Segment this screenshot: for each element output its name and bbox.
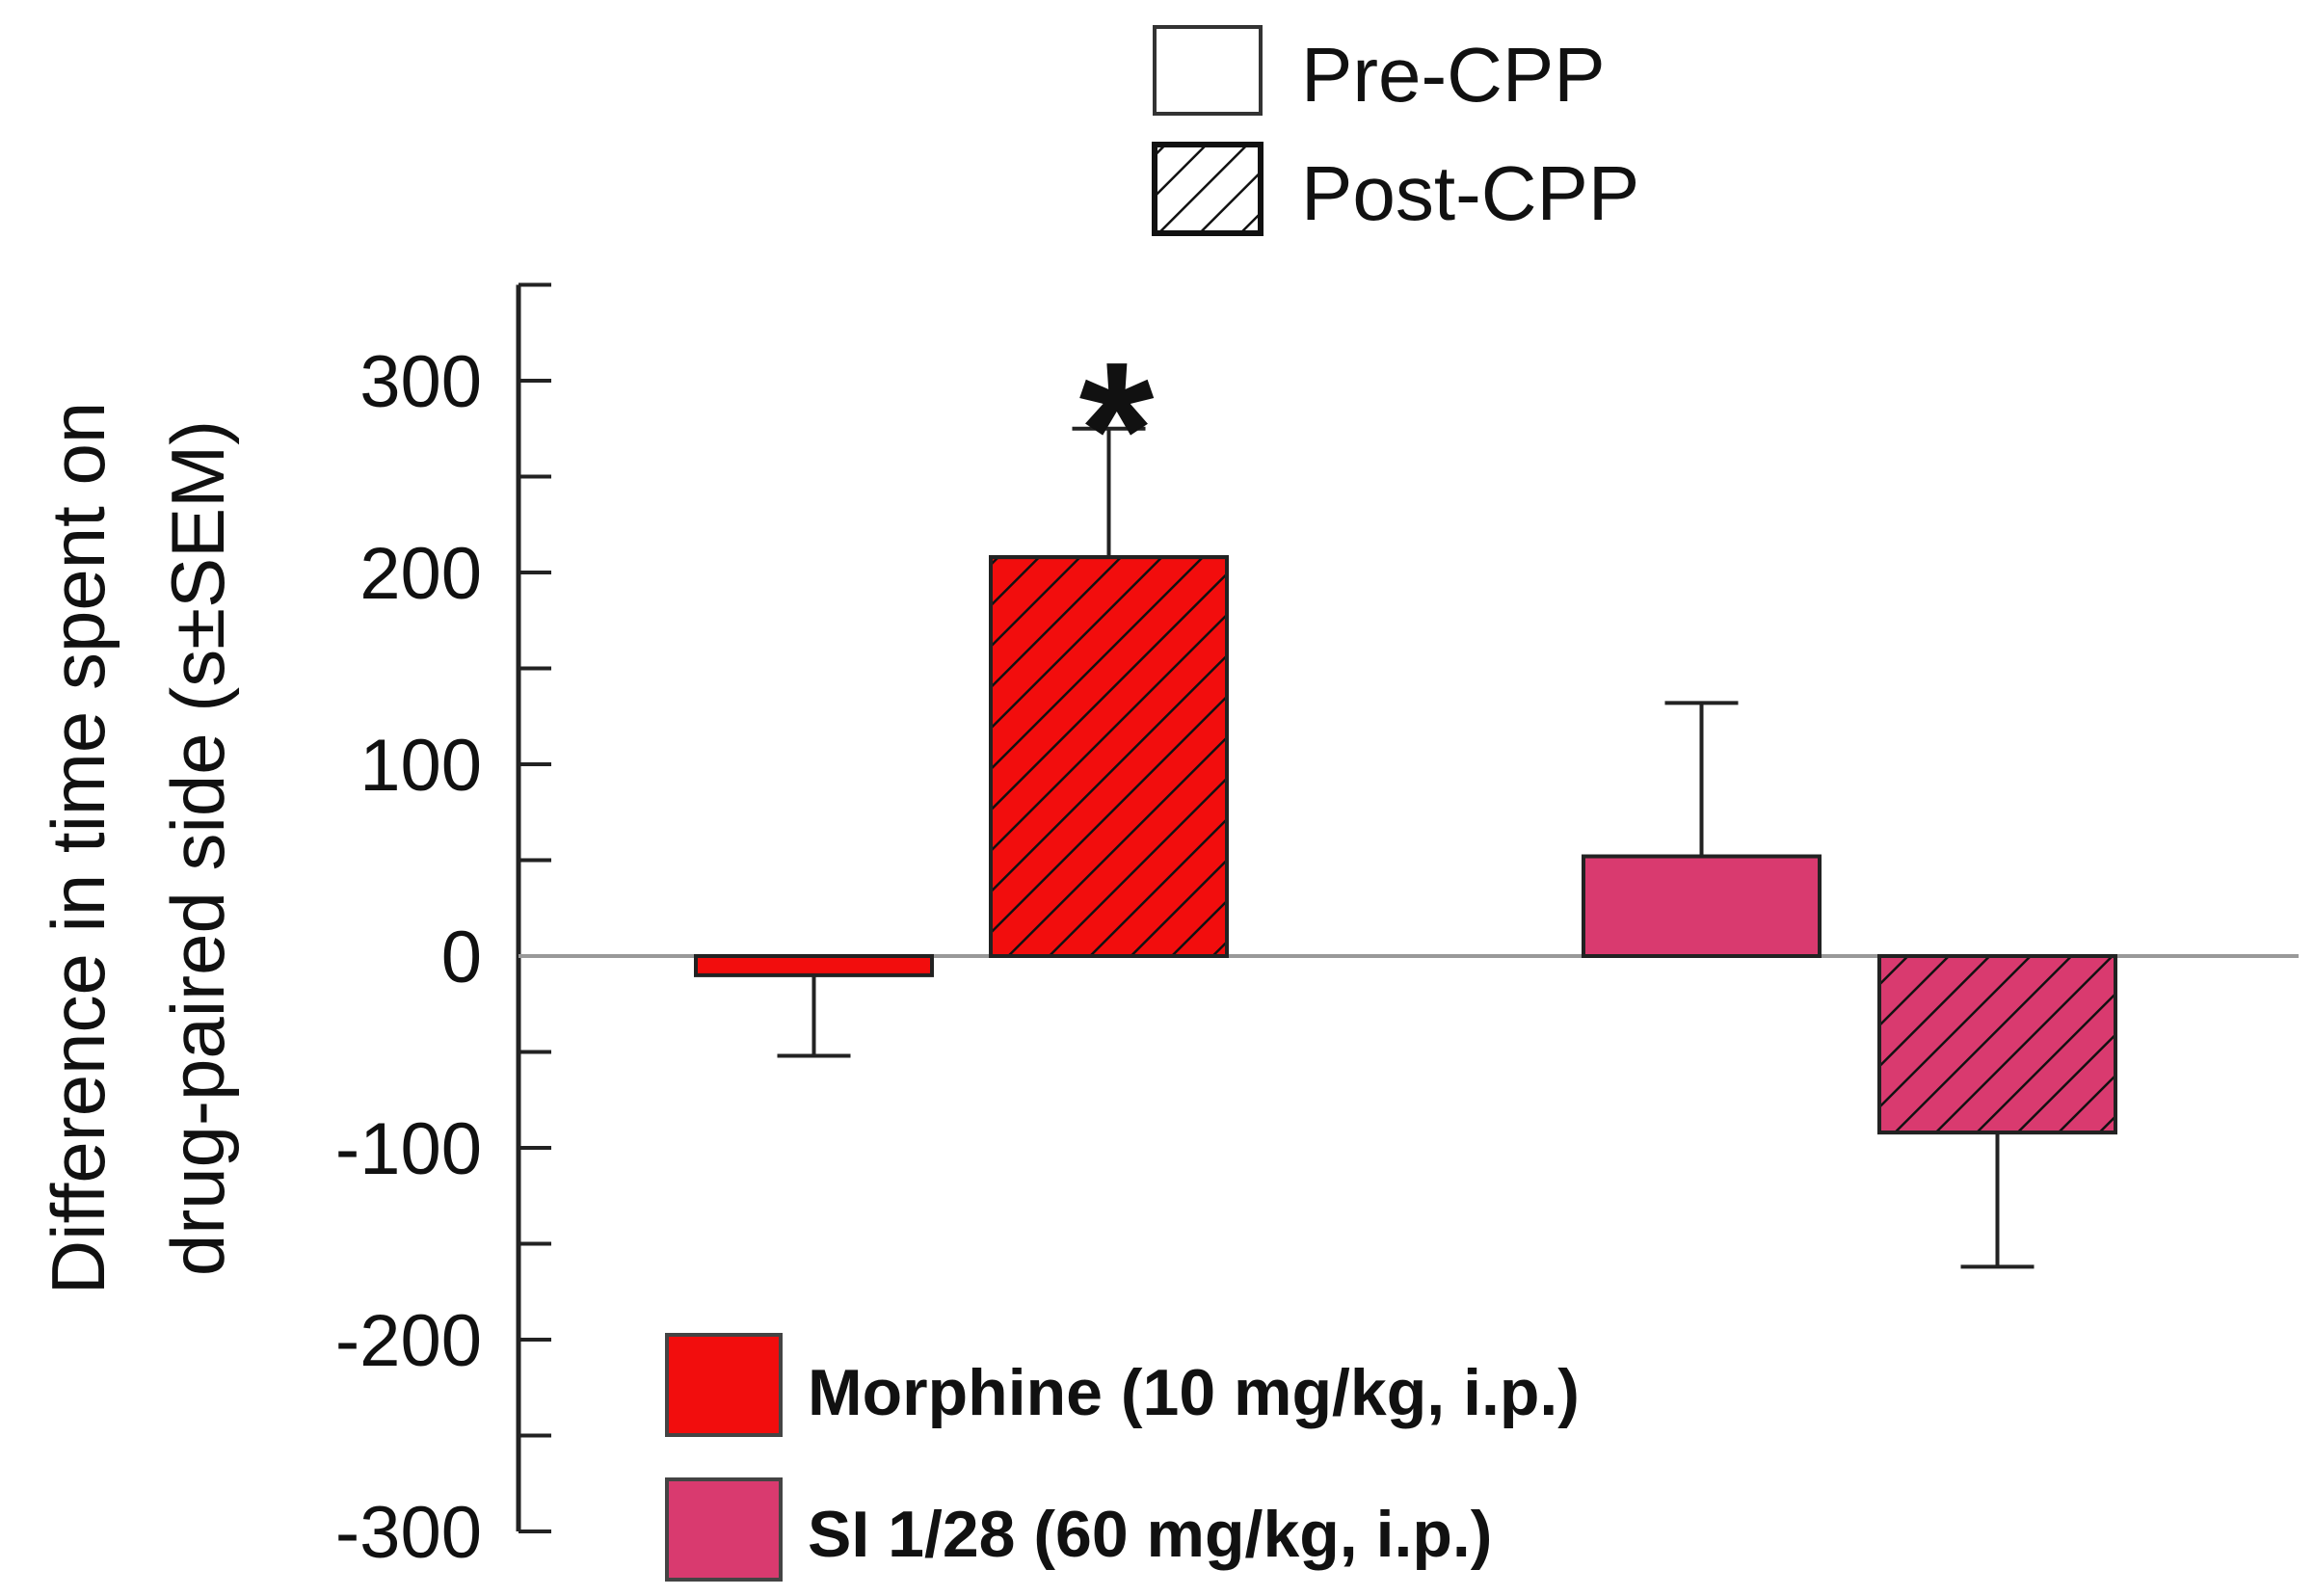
bar-hatch: [1877, 954, 2117, 1135]
y-axis-title-line-1: Difference in time spent on: [36, 402, 120, 1294]
y-tick-label: 0: [441, 917, 482, 998]
bars: [694, 426, 2117, 1269]
legend-swatch-pre-cpp: [1153, 25, 1263, 116]
y-tick-label: 200: [359, 533, 482, 615]
legend-swatch-morphine: [665, 1333, 783, 1437]
y-tick-label: 300: [359, 341, 482, 423]
legend-swatch-post-cpp: [1152, 142, 1263, 236]
annotations: *: [1079, 323, 1155, 538]
y-tick-label: 100: [359, 725, 482, 807]
bar-hatch: [989, 555, 1229, 959]
legend-label-si-1-28: SI 1/28 (60 mg/kg, i.p.): [808, 1498, 1492, 1571]
y-axis-title: Difference in time spent on drug-paired …: [36, 402, 240, 1294]
group-legend: Morphine (10 mg/kg, i.p.) SI 1/28 (60 mg…: [665, 1333, 1580, 1582]
bar: [694, 954, 934, 977]
bar: [1582, 854, 1822, 959]
legend-label-pre-cpp: Pre-CPP: [1301, 32, 1606, 118]
y-tick-label: -300: [335, 1492, 482, 1574]
y-tick-label: -100: [335, 1108, 482, 1190]
legend-label-morphine: Morphine (10 mg/kg, i.p.): [808, 1356, 1580, 1429]
pattern-legend: Pre-CPP Post-CPP: [1152, 25, 1639, 236]
significance-star: *: [1079, 323, 1155, 538]
legend-label-post-cpp: Post-CPP: [1301, 150, 1639, 236]
y-tick-label: -200: [335, 1300, 482, 1382]
y-axis: 300 200 100 0 -100 -200 -300: [335, 282, 2299, 1574]
legend-swatch-si-1-28: [665, 1477, 783, 1582]
y-axis-title-line-2: drug-paired side (s±SEM): [155, 420, 240, 1276]
